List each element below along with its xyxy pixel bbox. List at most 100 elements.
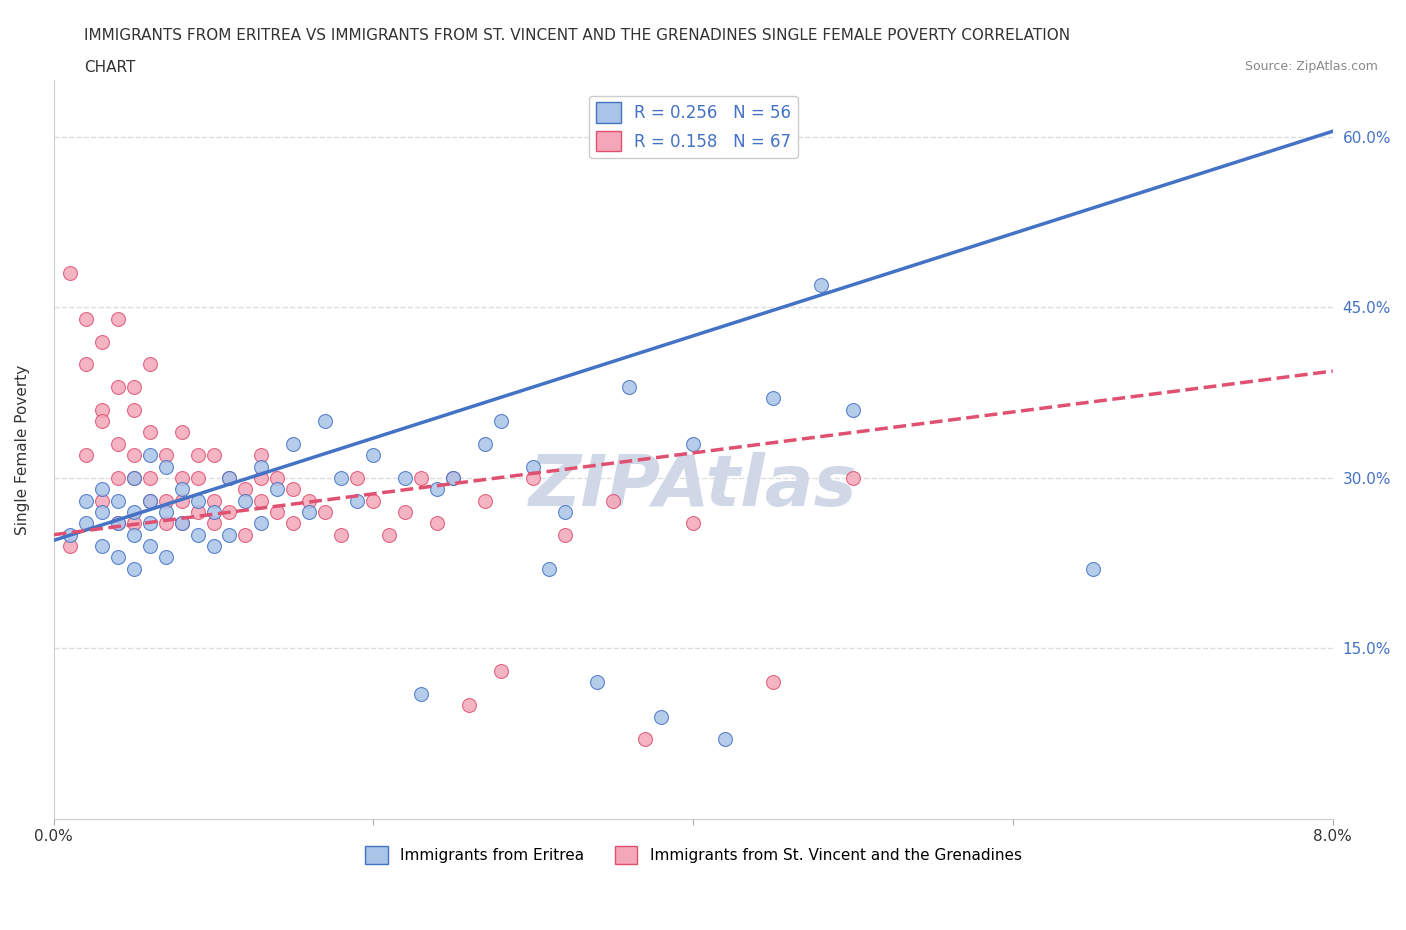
Point — [602, 493, 624, 508]
Point — [586, 675, 609, 690]
Point — [762, 391, 785, 405]
Point — [122, 505, 145, 520]
Point — [250, 493, 273, 508]
Point — [155, 516, 177, 531]
Point — [250, 459, 273, 474]
Point — [283, 436, 305, 451]
Point — [441, 471, 464, 485]
Point — [122, 447, 145, 462]
Point — [474, 436, 496, 451]
Point — [235, 493, 257, 508]
Point — [155, 493, 177, 508]
Point — [538, 562, 561, 577]
Point — [330, 471, 353, 485]
Point — [394, 505, 416, 520]
Point — [138, 447, 160, 462]
Point — [522, 471, 544, 485]
Point — [218, 505, 240, 520]
Point — [138, 493, 160, 508]
Point — [250, 471, 273, 485]
Point — [155, 505, 177, 520]
Point — [107, 379, 129, 394]
Point — [394, 471, 416, 485]
Point — [59, 266, 82, 281]
Point — [59, 538, 82, 553]
Point — [298, 493, 321, 508]
Point — [458, 698, 481, 712]
Point — [266, 505, 288, 520]
Point — [138, 425, 160, 440]
Point — [202, 516, 225, 531]
Point — [122, 403, 145, 418]
Point — [202, 538, 225, 553]
Point — [842, 471, 865, 485]
Point — [441, 471, 464, 485]
Point — [170, 425, 193, 440]
Point — [314, 414, 336, 429]
Point — [107, 312, 129, 326]
Point — [363, 493, 385, 508]
Point — [474, 493, 496, 508]
Point — [122, 527, 145, 542]
Point — [75, 493, 97, 508]
Point — [107, 471, 129, 485]
Point — [682, 516, 704, 531]
Point — [138, 538, 160, 553]
Text: ZIPAtlas: ZIPAtlas — [529, 452, 858, 521]
Point — [378, 527, 401, 542]
Point — [283, 482, 305, 497]
Point — [138, 471, 160, 485]
Text: Source: ZipAtlas.com: Source: ZipAtlas.com — [1244, 60, 1378, 73]
Point — [650, 709, 672, 724]
Point — [266, 482, 288, 497]
Point — [155, 550, 177, 565]
Point — [90, 505, 112, 520]
Point — [90, 538, 112, 553]
Point — [107, 493, 129, 508]
Point — [107, 516, 129, 531]
Point — [59, 527, 82, 542]
Point — [170, 516, 193, 531]
Point — [90, 482, 112, 497]
Point — [122, 516, 145, 531]
Point — [762, 675, 785, 690]
Legend: Immigrants from Eritrea, Immigrants from St. Vincent and the Grenadines: Immigrants from Eritrea, Immigrants from… — [359, 840, 1028, 870]
Point — [155, 447, 177, 462]
Point — [250, 447, 273, 462]
Point — [619, 379, 641, 394]
Point — [170, 471, 193, 485]
Point — [138, 493, 160, 508]
Point — [186, 527, 208, 542]
Point — [235, 482, 257, 497]
Point — [170, 482, 193, 497]
Point — [491, 414, 513, 429]
Point — [90, 414, 112, 429]
Point — [138, 516, 160, 531]
Point — [75, 357, 97, 372]
Point — [186, 493, 208, 508]
Point — [218, 471, 240, 485]
Point — [491, 664, 513, 679]
Point — [1081, 562, 1104, 577]
Point — [314, 505, 336, 520]
Point — [107, 550, 129, 565]
Point — [426, 482, 449, 497]
Point — [138, 357, 160, 372]
Point — [75, 312, 97, 326]
Point — [122, 562, 145, 577]
Text: CHART: CHART — [84, 60, 136, 75]
Point — [298, 505, 321, 520]
Point — [363, 447, 385, 462]
Point — [330, 527, 353, 542]
Point — [186, 447, 208, 462]
Point — [218, 527, 240, 542]
Point — [202, 447, 225, 462]
Point — [346, 493, 368, 508]
Point — [218, 471, 240, 485]
Point — [107, 436, 129, 451]
Point — [186, 505, 208, 520]
Point — [235, 527, 257, 542]
Point — [90, 403, 112, 418]
Point — [554, 527, 576, 542]
Point — [810, 277, 832, 292]
